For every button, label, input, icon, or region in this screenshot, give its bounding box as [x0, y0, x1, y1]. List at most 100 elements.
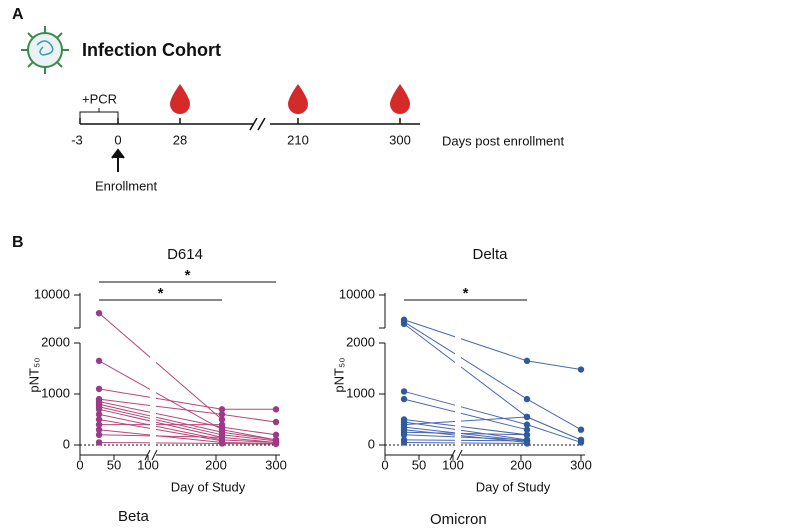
subject-line — [404, 431, 528, 436]
axis-break-gap — [78, 330, 82, 342]
data-point — [95, 426, 103, 433]
x-tick-label: 50 — [412, 457, 426, 472]
subject-line — [404, 434, 528, 441]
significance-label: * — [185, 267, 191, 284]
timeline-break — [249, 117, 266, 131]
y-tick-label: 2000 — [346, 334, 375, 349]
subject-line — [98, 388, 276, 410]
data-point — [95, 411, 103, 418]
enrollment-label: Enrollment — [95, 178, 158, 193]
subject-line — [404, 441, 528, 444]
panel-label: B — [12, 234, 24, 251]
data-point — [218, 406, 226, 413]
x-tick-label: 100 — [137, 457, 159, 472]
subject-line — [403, 421, 528, 441]
data-point — [218, 411, 226, 418]
data-point — [523, 357, 531, 365]
timeline-axis-label: Days post enrollment — [442, 133, 564, 148]
timeline-tick: 300 — [389, 132, 411, 147]
subject-line — [404, 439, 528, 442]
data-point — [400, 320, 408, 328]
data-point — [400, 431, 408, 438]
y-axis — [74, 293, 81, 455]
subject-line — [99, 434, 223, 438]
x-tick-label: 200 — [510, 457, 532, 472]
axis-break-gap — [383, 330, 387, 342]
subject-line — [404, 416, 582, 441]
y-tick-label: 2000 — [41, 334, 70, 349]
chart: Delta Day of Study pNT₅₀ 0 1000 2000 10000 0 50 1… — [331, 246, 591, 494]
axis-break-gap — [150, 300, 156, 450]
data-point — [95, 439, 103, 446]
subject-line — [403, 319, 582, 371]
data-point — [577, 436, 585, 444]
enrollment-arrow — [111, 148, 125, 172]
y-tick-label: 1000 — [346, 385, 375, 400]
data-point — [272, 406, 280, 413]
data-point — [400, 439, 408, 446]
y-tick-label: 0 — [63, 436, 70, 451]
y-axis-label: pNT₅₀ — [331, 357, 346, 392]
significance-label: * — [463, 285, 469, 302]
y-axis — [379, 293, 386, 455]
pcr-bracket — [79, 108, 119, 118]
data-point — [272, 440, 280, 448]
chart: D614 Day of Study pNT₅₀ 0 1000 2000 10000 0 50 10… — [26, 246, 286, 494]
y-tick-label: 0 — [368, 436, 375, 451]
data-point — [577, 366, 585, 373]
cohort-title: Infection Cohort — [82, 40, 221, 60]
data-point — [95, 357, 103, 365]
timeline — [79, 118, 420, 125]
data-point — [218, 421, 226, 428]
x-axis-label: Day of Study — [171, 479, 246, 494]
timeline-tick: 210 — [287, 132, 309, 147]
x-tick-label: 0 — [76, 457, 83, 472]
x-tick-label: 100 — [442, 457, 464, 472]
cut-off-title: Omicron — [430, 511, 487, 528]
pcr-label: +PCR — [82, 91, 117, 106]
timeline-tick: 0 — [114, 132, 121, 147]
subject-line — [98, 312, 223, 420]
y-tick-label: 1000 — [41, 385, 70, 400]
cut-off-title: Beta — [118, 508, 150, 525]
data-point — [400, 388, 408, 395]
chart-title: D614 — [167, 246, 203, 263]
data-point — [523, 426, 531, 433]
timeline-tick: -3 — [71, 132, 83, 147]
significance-label: * — [158, 285, 164, 302]
data-point — [523, 413, 531, 421]
panel-label: A — [12, 6, 24, 23]
data-point — [95, 309, 103, 317]
chart-title: Delta — [472, 246, 508, 263]
x-tick-label: 300 — [570, 457, 592, 472]
data-point — [95, 416, 103, 423]
axis-break-gap — [455, 300, 461, 450]
x-tick-label: 50 — [107, 457, 121, 472]
data-point — [95, 431, 103, 438]
data-point — [95, 385, 103, 393]
data-point — [523, 440, 531, 447]
data-point — [218, 416, 226, 423]
x-tick-label: 200 — [205, 457, 227, 472]
y-tick-label: 10000 — [34, 286, 70, 301]
data-point — [523, 421, 531, 428]
data-point — [577, 426, 585, 433]
data-point — [95, 406, 103, 413]
data-point — [523, 395, 531, 403]
x-axis-label: Day of Study — [476, 479, 551, 494]
x-tick-label: 300 — [265, 457, 287, 472]
timeline-tick: 28 — [173, 132, 187, 147]
data-point — [523, 431, 531, 438]
subject-line — [98, 360, 277, 441]
blood-drops — [170, 84, 410, 114]
y-axis-label: pNT₅₀ — [26, 357, 41, 392]
y-tick-label: 10000 — [339, 286, 375, 301]
subject-line — [403, 419, 528, 436]
x-tick-label: 0 — [381, 457, 388, 472]
data-point — [95, 421, 103, 428]
data-point — [400, 395, 408, 403]
subject-line — [403, 398, 528, 431]
data-point — [218, 440, 226, 447]
